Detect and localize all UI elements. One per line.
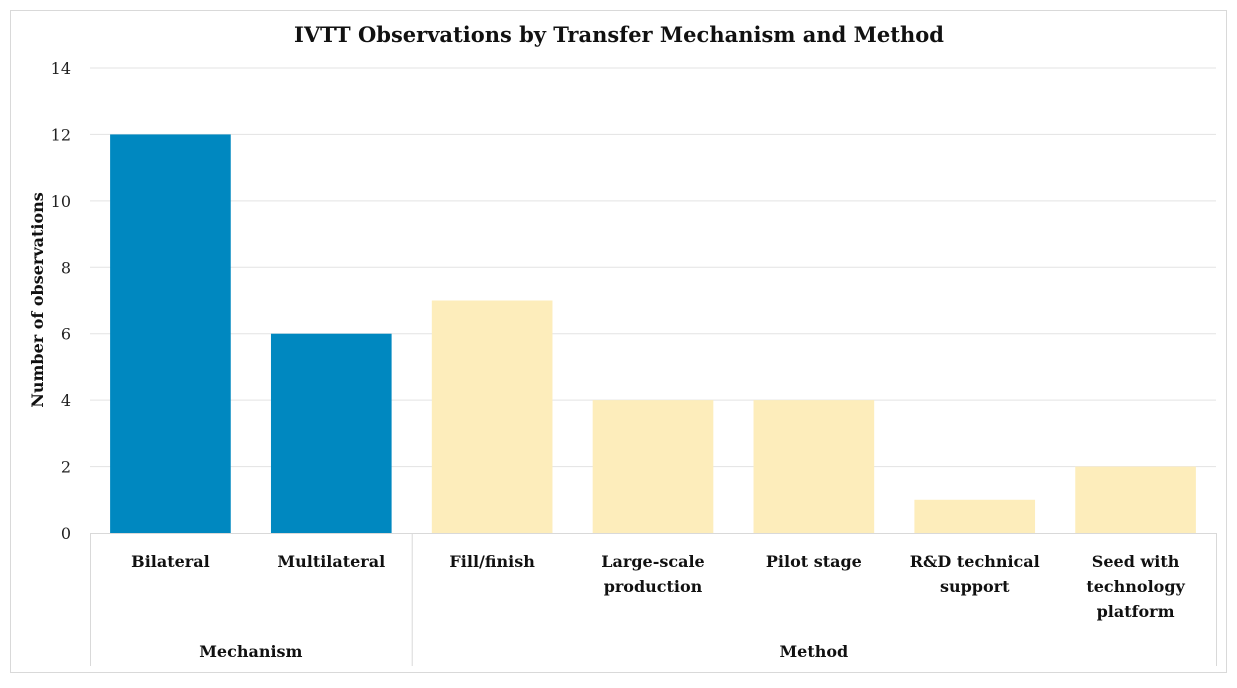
x-tick-label: Multilateral [277, 552, 385, 571]
y-tick-label: 12 [51, 125, 71, 144]
x-tick-label: Fill/finish [449, 552, 535, 571]
bar [1075, 466, 1196, 533]
y-tick-label: 6 [61, 325, 71, 344]
chart-title: IVTT Observations by Transfer Mechanism … [294, 22, 944, 47]
bar [914, 499, 1036, 533]
x-tick-label-line: support [940, 577, 1010, 596]
group-label: Method [779, 642, 848, 661]
x-tick-label: Pilot stage [766, 552, 862, 571]
x-tick-label: Large-scale production [601, 552, 704, 596]
x-tick-label-line: Large-scale [601, 552, 704, 571]
x-tick-label-line: platform [1097, 602, 1175, 621]
x-tick-label-line: production [604, 577, 703, 596]
x-tick-label-line: Seed with [1092, 552, 1180, 571]
y-tick-label: 2 [61, 458, 71, 477]
axes: 0 2 4 6 8 10 12 14 Bilateral Multilateral Fill/fin… [51, 59, 1217, 666]
x-tick-label-line: Bilateral [131, 552, 210, 571]
bar [431, 300, 553, 533]
bars [110, 134, 1196, 533]
y-tick-label: 0 [61, 524, 71, 543]
y-tick-label: 14 [51, 59, 71, 78]
y-tick-label: 10 [51, 192, 71, 211]
y-axis-label: Number of observations [28, 192, 47, 408]
bar [270, 333, 392, 533]
x-tick-label: Seed with technology platform [1086, 552, 1185, 621]
x-tick-label-line: Multilateral [277, 552, 385, 571]
bar [753, 400, 875, 533]
y-tick-label: 8 [61, 258, 71, 277]
y-tick-label: 4 [61, 391, 71, 410]
x-tick-label-line: Pilot stage [766, 552, 862, 571]
x-tick-label: R&D technical support [910, 552, 1040, 596]
x-tick-label-line: technology [1086, 577, 1185, 596]
bar [592, 400, 714, 533]
x-tick-label: Bilateral [131, 552, 210, 571]
group-label: Mechanism [199, 642, 302, 661]
bar [110, 134, 231, 533]
x-tick-label-line: R&D technical [910, 552, 1040, 571]
x-tick-label-line: Fill/finish [449, 552, 535, 571]
